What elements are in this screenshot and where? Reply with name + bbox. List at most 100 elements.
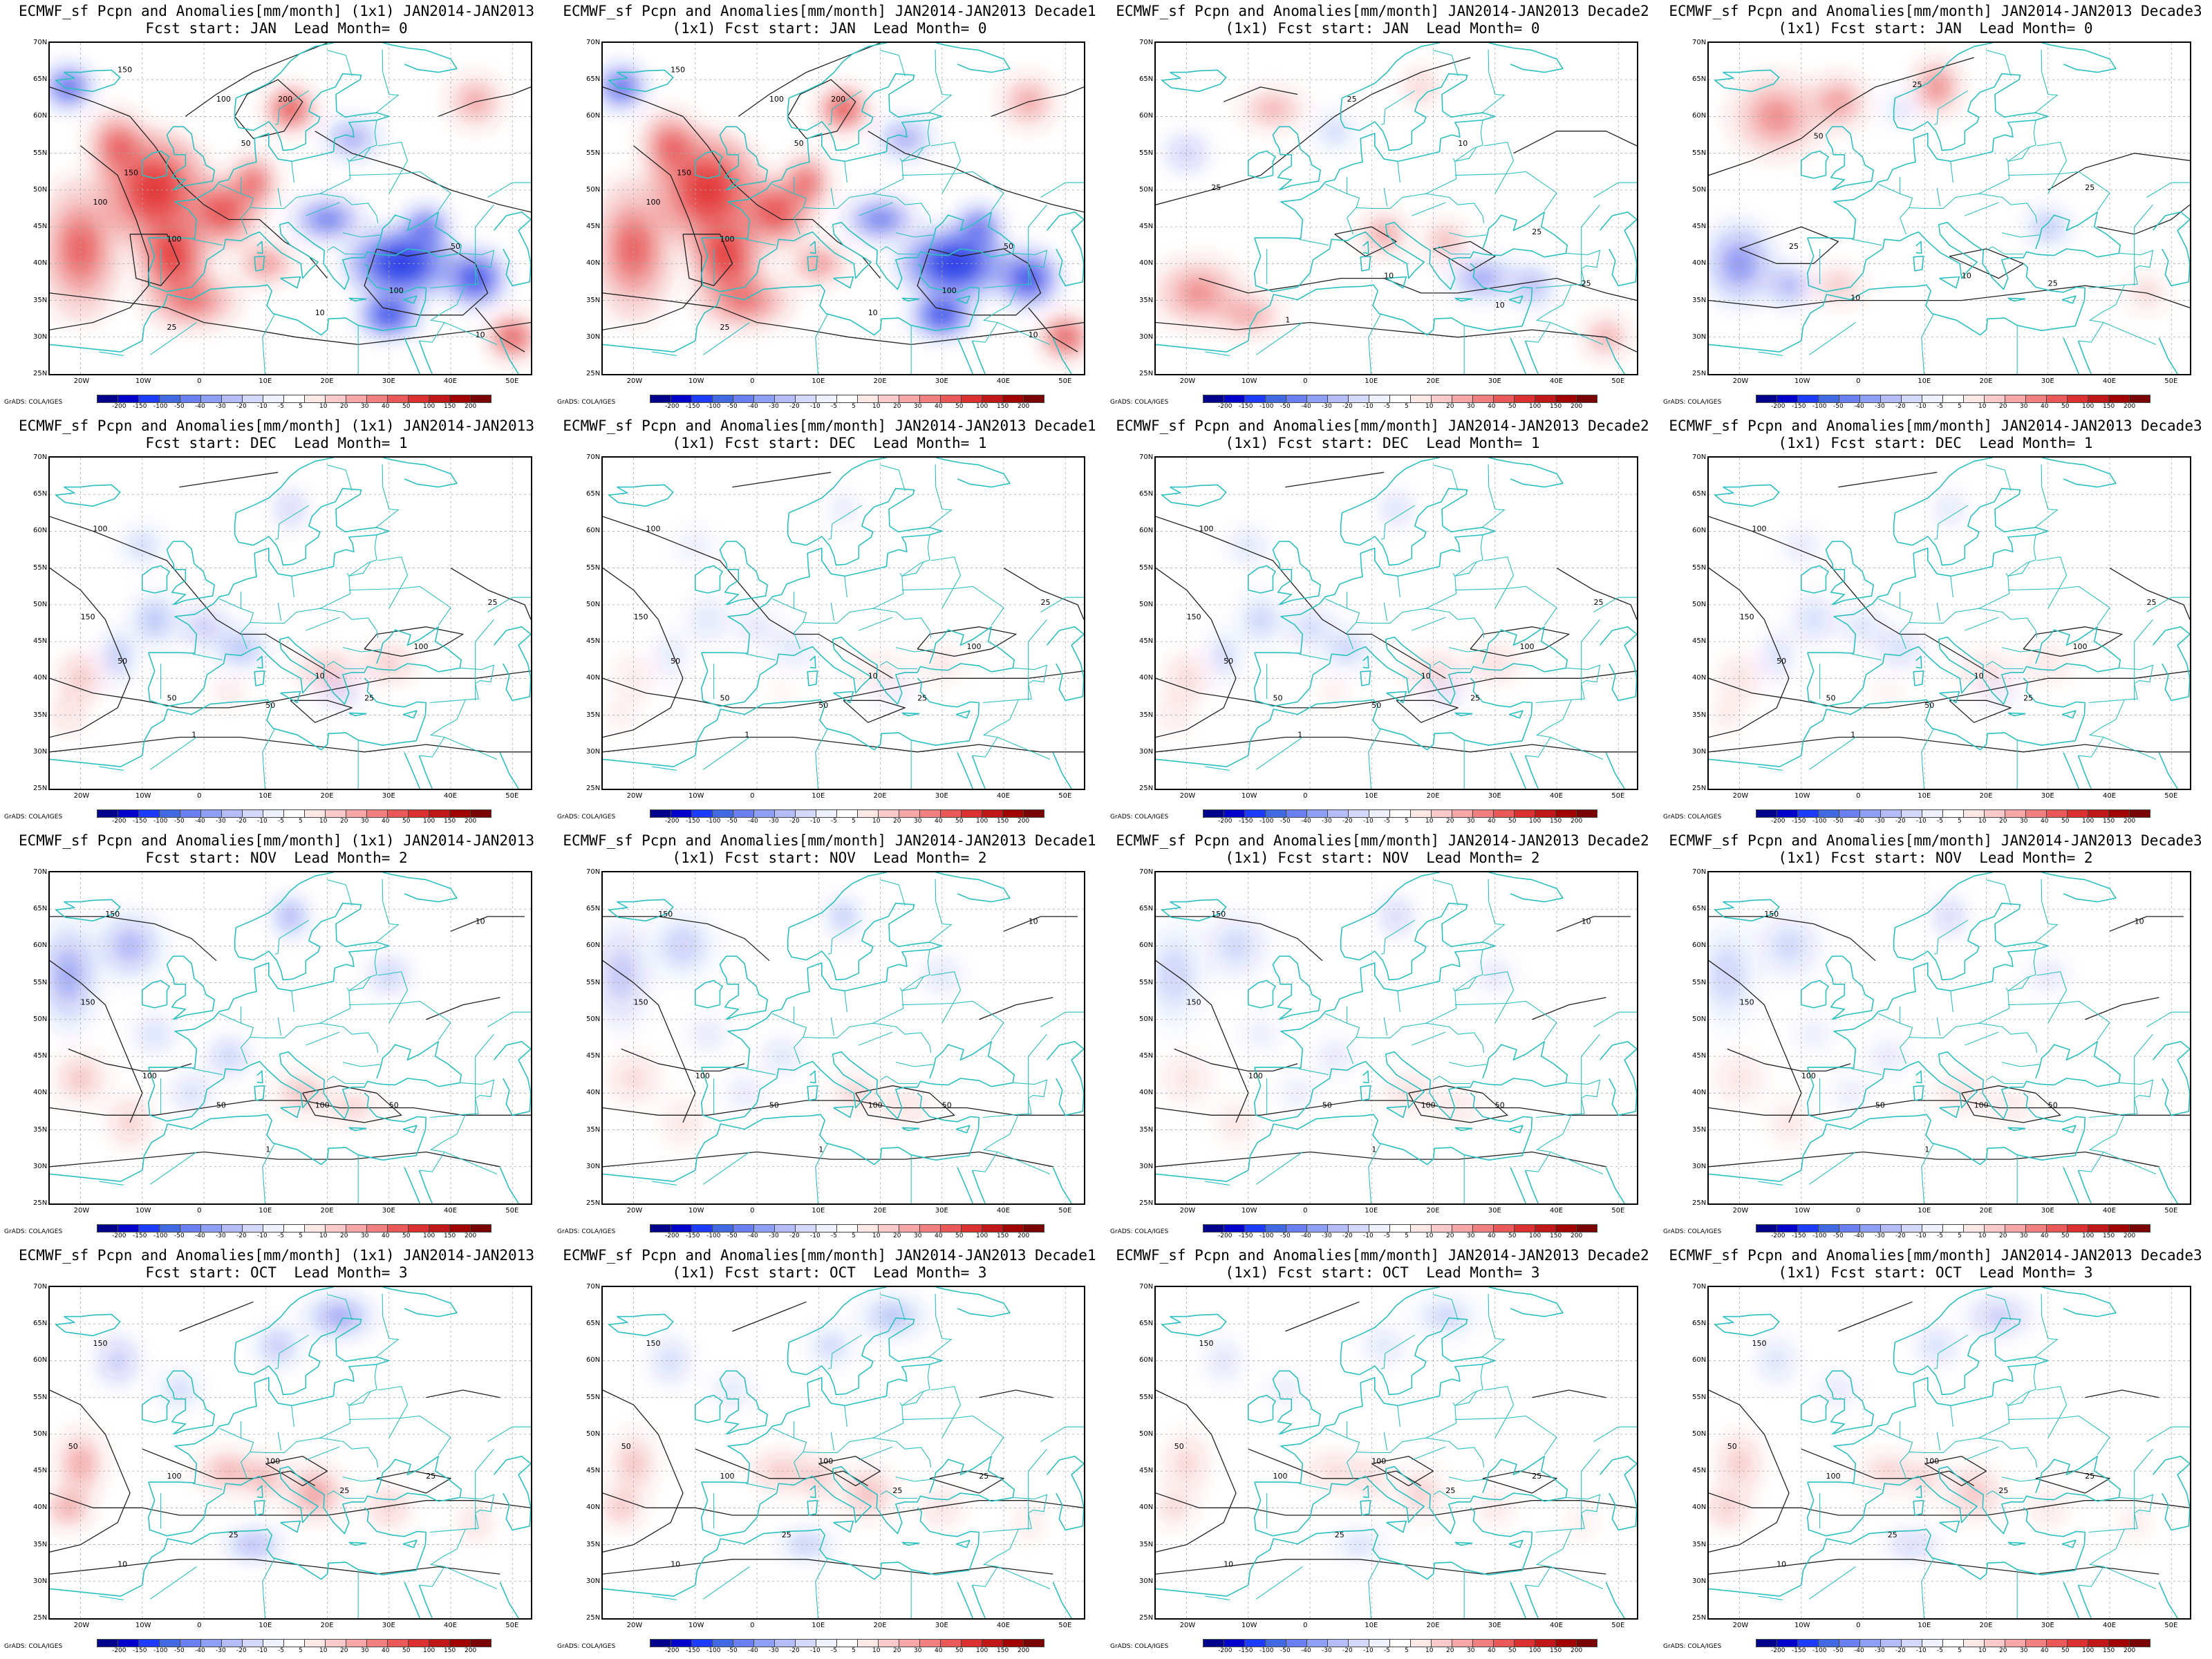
colorbar-tick-label: 50 <box>1508 1232 1517 1239</box>
dry-anomaly-area <box>1390 910 1403 924</box>
country-border <box>827 90 863 125</box>
longitude-label: 40E <box>997 1207 1011 1215</box>
country-border <box>327 1294 353 1321</box>
dry-anomaly-area <box>1390 502 1403 516</box>
country-border <box>972 737 998 758</box>
coastline <box>148 1456 462 1537</box>
country-border <box>703 1152 750 1185</box>
country-border <box>859 617 893 631</box>
wet-anomaly-area <box>122 1114 138 1132</box>
wet-anomaly-area <box>73 1452 88 1475</box>
dry-anomaly-area <box>1376 1339 1391 1353</box>
country-border <box>1040 1011 1084 1027</box>
country-border <box>930 971 962 1024</box>
colorbar-swatch <box>387 1224 409 1232</box>
colorbar-tick-label: -50 <box>1280 1232 1291 1239</box>
latitude-label: 60N <box>1692 527 1707 535</box>
dry-anomaly-area <box>1781 279 1797 292</box>
panel-title: ECMWF_sf Pcpn and Anomalies[mm/month] JA… <box>1116 1247 1649 1281</box>
country-border <box>1383 1432 1388 1451</box>
contour-label: 100 <box>93 524 107 533</box>
wet-anomaly-area <box>1179 1452 1194 1475</box>
longitude-label: 30E <box>1488 1207 1501 1215</box>
colorbar-tick-label: -40 <box>748 403 758 410</box>
colorbar-swatch <box>712 395 733 403</box>
coastline <box>234 1287 390 1396</box>
coastline <box>809 241 816 254</box>
colorbar-tick-label: -150 <box>133 1232 147 1239</box>
colorbar-tick-label: -100 <box>153 818 168 825</box>
country-border <box>192 1483 223 1490</box>
forecast-panel: ECMWF_sf Pcpn and Anomalies[mm/month] JA… <box>553 830 1106 1244</box>
colorbar-swatch <box>242 1224 263 1232</box>
dry-anomaly-area <box>118 935 142 957</box>
latitude-label: 70N <box>1139 39 1154 46</box>
country-border <box>150 1152 197 1185</box>
dry-anomaly-area <box>671 935 695 957</box>
colorbar-swatch <box>1818 1639 1839 1647</box>
country-border <box>815 313 829 374</box>
contour-label: 50 <box>451 242 460 251</box>
colorbar-swatch <box>97 1224 118 1232</box>
contour-label: 10 <box>1777 1559 1786 1568</box>
coastline <box>1915 1070 1922 1084</box>
colorbar-swatch <box>1286 1224 1307 1232</box>
country-border <box>901 976 924 991</box>
contour-line <box>376 1470 451 1494</box>
latitude-label: 45N <box>586 637 601 646</box>
colorbar-swatch <box>1389 1639 1411 1647</box>
contour-label: 100 <box>1519 642 1534 651</box>
precip-anomaly-map: 150 150 100 50 100 50 10 1 <box>601 871 1085 1205</box>
country-border <box>262 1557 276 1618</box>
colorbar-tick-label: 200 <box>1018 1232 1030 1239</box>
country-border <box>419 322 445 343</box>
longitude-label: 20W <box>1179 1207 1196 1215</box>
dry-anomaly-area <box>1253 1027 1268 1041</box>
colorbar-tick-label: 5 <box>299 1232 303 1239</box>
colorbar-swatch <box>449 1639 471 1647</box>
longitude-label: 0 <box>1856 1207 1861 1215</box>
contour-label: 150 <box>1764 910 1779 919</box>
colorbar-tick-label: -150 <box>1239 1647 1253 1654</box>
colorbar-swatch <box>1514 809 1535 818</box>
contour-line <box>302 1085 402 1123</box>
country-border <box>859 1446 893 1461</box>
colorbar-swatch <box>1452 1224 1473 1232</box>
longitude-label: 40E <box>2103 792 2117 800</box>
coastline <box>280 691 301 704</box>
country-border <box>250 193 379 223</box>
country-border <box>99 1181 124 1185</box>
colorbar-swatch <box>283 395 305 403</box>
colorbar-swatch <box>429 395 450 403</box>
colorbar-swatch <box>429 1224 450 1232</box>
coastline <box>603 263 980 353</box>
contour-line <box>1838 1301 1913 1332</box>
country-border <box>1454 976 1477 991</box>
colorbar-tick-label: 100 <box>2082 403 2094 410</box>
colorbar-swatch <box>1244 809 1266 818</box>
coastline <box>1893 458 2049 566</box>
colorbar-tick-label: -50 <box>727 818 738 825</box>
longitude-label: 10W <box>1241 377 1257 385</box>
country-border <box>1525 322 1551 343</box>
anomaly-shading <box>1156 894 1510 1141</box>
coastline <box>1599 212 1637 287</box>
colorbar-tick-label: -40 <box>1854 403 1864 410</box>
latitude-label: 40N <box>586 1089 601 1097</box>
country-border <box>1758 351 1783 356</box>
forecast-panel: ECMWF_sf Pcpn and Anomalies[mm/month] JA… <box>1659 1244 2212 1659</box>
colorbar-swatch <box>1493 1224 1515 1232</box>
country-border <box>815 728 829 789</box>
latitude-label: 60N <box>586 112 601 120</box>
contour-line <box>1156 57 1471 205</box>
forecast-panel: ECMWF_sf Pcpn and Anomalies[mm/month] JA… <box>1659 0 2212 415</box>
colorbar-swatch <box>221 1639 243 1647</box>
latitude-label: 35N <box>1692 1540 1707 1548</box>
colorbar-tick-label: 50 <box>2061 818 2070 825</box>
country-border <box>1758 1595 1783 1600</box>
country-border <box>1950 161 1953 183</box>
colorbar-tick-label: 100 <box>976 1647 988 1654</box>
longitude-label: 50E <box>1611 1622 1625 1629</box>
country-border <box>487 182 531 198</box>
